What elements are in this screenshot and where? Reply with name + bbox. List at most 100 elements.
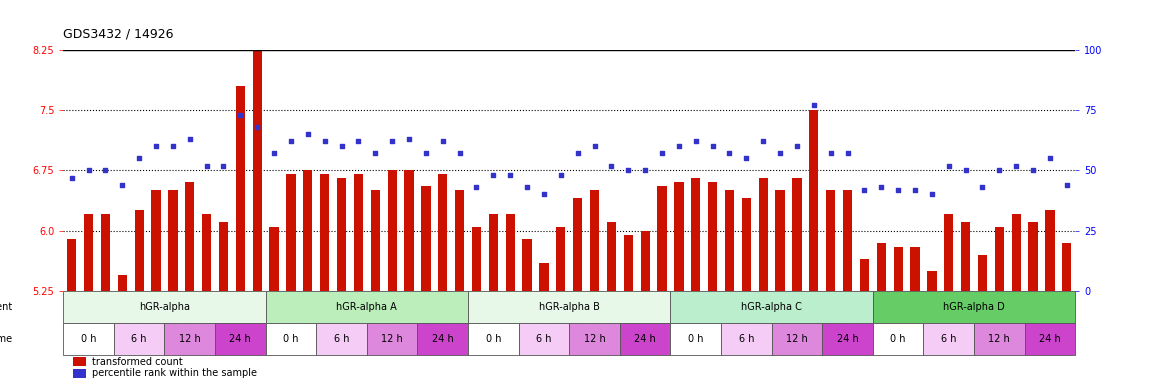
Point bbox=[400, 136, 419, 142]
Text: 24 h: 24 h bbox=[1040, 334, 1060, 344]
Bar bbox=[724, 190, 734, 291]
Bar bbox=[320, 174, 329, 291]
Bar bbox=[961, 222, 971, 291]
Point bbox=[366, 151, 384, 157]
Point bbox=[603, 162, 621, 169]
Text: 6 h: 6 h bbox=[334, 334, 350, 344]
Bar bbox=[101, 215, 110, 291]
Text: 12 h: 12 h bbox=[382, 334, 402, 344]
Bar bbox=[674, 182, 683, 291]
Text: 0 h: 0 h bbox=[485, 334, 501, 344]
Bar bbox=[822, 323, 873, 355]
Bar bbox=[489, 215, 498, 291]
Point bbox=[113, 182, 131, 188]
Bar bbox=[168, 190, 177, 291]
Point bbox=[332, 143, 351, 149]
Text: 6 h: 6 h bbox=[738, 334, 754, 344]
Text: hGR-alpha C: hGR-alpha C bbox=[742, 302, 802, 312]
Bar bbox=[152, 190, 161, 291]
Bar bbox=[944, 215, 953, 291]
Bar bbox=[304, 170, 313, 291]
Point bbox=[619, 167, 637, 174]
Point bbox=[585, 143, 604, 149]
Bar bbox=[876, 243, 886, 291]
Point bbox=[518, 184, 536, 190]
Point bbox=[231, 112, 250, 118]
Text: percentile rank within the sample: percentile rank within the sample bbox=[92, 368, 256, 378]
Bar bbox=[995, 227, 1004, 291]
Bar bbox=[367, 323, 417, 355]
Bar bbox=[1045, 210, 1055, 291]
Point bbox=[501, 172, 520, 178]
Bar bbox=[1012, 215, 1021, 291]
Point bbox=[147, 143, 166, 149]
Point bbox=[163, 143, 182, 149]
Bar bbox=[1025, 323, 1075, 355]
Bar bbox=[911, 247, 920, 291]
Point bbox=[214, 162, 232, 169]
Point bbox=[383, 138, 401, 144]
Bar bbox=[978, 255, 987, 291]
Bar bbox=[370, 190, 380, 291]
Bar bbox=[670, 323, 721, 355]
Point bbox=[856, 187, 874, 193]
Point bbox=[1007, 162, 1026, 169]
Bar bbox=[810, 110, 819, 291]
Point bbox=[467, 184, 485, 190]
Text: hGR-alpha: hGR-alpha bbox=[139, 302, 190, 312]
Bar bbox=[253, 26, 262, 291]
Point bbox=[315, 138, 334, 144]
Point bbox=[1058, 182, 1076, 188]
Bar bbox=[316, 323, 367, 355]
Text: time: time bbox=[0, 334, 13, 344]
Bar bbox=[269, 227, 278, 291]
Bar bbox=[708, 182, 718, 291]
Point bbox=[264, 151, 283, 157]
Text: hGR-alpha D: hGR-alpha D bbox=[943, 302, 1005, 312]
Text: 24 h: 24 h bbox=[837, 334, 858, 344]
Bar bbox=[468, 291, 670, 323]
Bar bbox=[843, 190, 852, 291]
Point bbox=[1024, 167, 1042, 174]
Bar bbox=[826, 190, 835, 291]
Bar bbox=[573, 199, 582, 291]
Bar bbox=[506, 215, 515, 291]
Bar bbox=[185, 182, 194, 291]
Text: 0 h: 0 h bbox=[81, 334, 97, 344]
Bar bbox=[974, 323, 1025, 355]
Point bbox=[484, 172, 503, 178]
Point bbox=[416, 151, 435, 157]
Point bbox=[350, 138, 368, 144]
Text: 6 h: 6 h bbox=[131, 334, 147, 344]
Bar bbox=[569, 323, 620, 355]
Point bbox=[990, 167, 1009, 174]
Point bbox=[636, 167, 654, 174]
Bar bbox=[894, 247, 903, 291]
Bar bbox=[63, 291, 266, 323]
Text: 24 h: 24 h bbox=[432, 334, 453, 344]
Point bbox=[889, 187, 907, 193]
Text: 12 h: 12 h bbox=[787, 334, 807, 344]
Bar bbox=[1028, 222, 1037, 291]
Point bbox=[568, 151, 586, 157]
Bar bbox=[873, 323, 923, 355]
Point bbox=[838, 151, 857, 157]
Point bbox=[79, 167, 98, 174]
Point bbox=[1041, 155, 1059, 161]
Bar bbox=[74, 358, 85, 366]
Bar bbox=[1063, 243, 1072, 291]
Text: 0 h: 0 h bbox=[890, 334, 906, 344]
Bar bbox=[236, 86, 245, 291]
Text: 24 h: 24 h bbox=[635, 334, 656, 344]
Bar bbox=[607, 222, 616, 291]
Bar bbox=[114, 323, 164, 355]
Text: agent: agent bbox=[0, 302, 13, 312]
Point bbox=[704, 143, 722, 149]
Bar bbox=[266, 291, 468, 323]
Bar bbox=[354, 174, 363, 291]
Bar bbox=[519, 323, 569, 355]
Point bbox=[754, 138, 773, 144]
Text: hGR-alpha B: hGR-alpha B bbox=[539, 302, 599, 312]
Bar bbox=[63, 323, 114, 355]
Bar bbox=[759, 178, 768, 291]
